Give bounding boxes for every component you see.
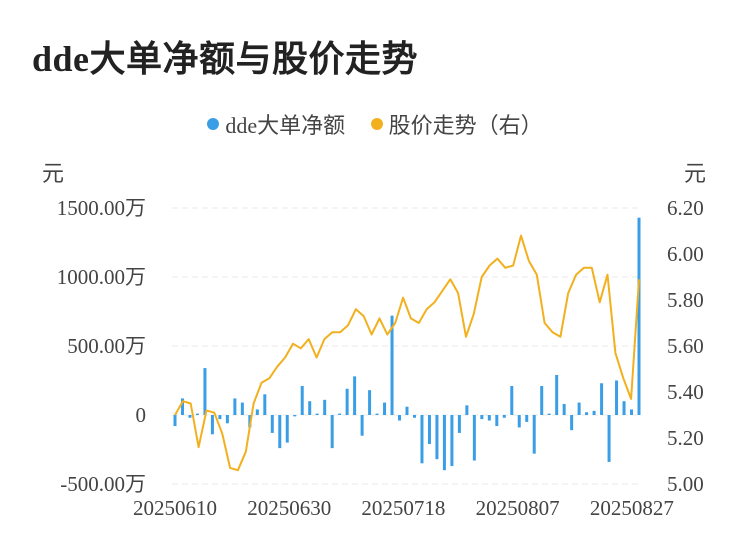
dde-bar (240, 402, 244, 415)
dde-bar (510, 386, 514, 415)
dde-bar (203, 368, 207, 415)
dde-bar (607, 415, 611, 462)
dde-bar (517, 415, 521, 428)
dde-bar (338, 413, 342, 415)
dde-bar (218, 415, 222, 420)
dde-bar (173, 415, 177, 427)
x-axis-tick-label: 20250807 (476, 496, 560, 520)
right-axis-unit: 元 (684, 161, 707, 186)
dde-bar (285, 415, 289, 443)
dde-bar (577, 402, 581, 415)
dde-bar (487, 415, 491, 421)
left-axis-tick-label: 0 (136, 403, 147, 427)
dde-bar (427, 415, 431, 444)
legend: dde大单净额 股价走势（右） (0, 108, 750, 140)
left-axis-tick-label: 1500.00万 (57, 196, 146, 220)
dde-bar (210, 415, 214, 435)
dde-bar (615, 380, 619, 415)
dde-bar (383, 402, 387, 415)
dde-bar (293, 415, 297, 417)
legend-label-dde: dde大单净额 (225, 113, 346, 138)
right-axis-tick-label: 5.00 (667, 472, 704, 496)
dde-bar (502, 415, 506, 418)
right-axis-tick-label: 6.00 (667, 242, 704, 266)
dde-bar (592, 410, 596, 415)
dde-bar (472, 415, 476, 461)
dde-bar (637, 217, 641, 415)
dde-bar (570, 415, 574, 431)
dde-bar (225, 415, 229, 424)
price-line (174, 234, 640, 472)
dde-bar (233, 398, 237, 415)
dde-bar (457, 415, 461, 433)
dde-bar (270, 415, 274, 433)
dde-bar (195, 413, 199, 415)
dde-bar (630, 409, 634, 415)
dde-bar (353, 376, 357, 415)
left-axis-unit: 元 (42, 161, 65, 186)
left-axis-tick-label: 500.00万 (67, 334, 146, 358)
legend-item-price[interactable]: 股价走势（右） (370, 108, 543, 140)
dde-bar (450, 415, 454, 467)
legend-item-dde[interactable]: dde大单净额 (207, 108, 345, 140)
legend-marker-price (370, 118, 383, 130)
dde-bar (465, 405, 469, 415)
left-axis-tick-label: -500.00万 (60, 472, 146, 496)
dde-bar (405, 406, 409, 415)
dde-bar (345, 388, 349, 415)
dde-bar (585, 412, 589, 415)
x-axis-tick-label: 20250630 (247, 496, 331, 520)
legend-label-price: 股价走势（右） (388, 113, 543, 138)
dde-bar (360, 415, 364, 436)
dde-bar (420, 415, 424, 464)
right-axis-tick-label: 6.20 (667, 196, 704, 220)
dde-bar (278, 415, 282, 449)
dde-bar (180, 398, 184, 415)
right-axis-tick-label: 5.40 (667, 380, 704, 404)
dde-bar (525, 415, 529, 422)
dde-bar (555, 374, 559, 415)
dde-bar (495, 415, 499, 427)
dde-bar (255, 409, 259, 415)
legend-marker-dde (207, 118, 220, 130)
dde-bar (600, 383, 604, 415)
dde-bar (532, 415, 536, 454)
dde-bar (368, 390, 372, 415)
chart-title: dde大单净额与股价走势 (32, 39, 419, 79)
dde-bar (375, 413, 379, 415)
dde-bar (540, 386, 544, 415)
x-axis-tick-label: 20250827 (590, 496, 674, 520)
right-axis-tick-label: 5.20 (667, 426, 704, 450)
left-axis-tick-label: 1000.00万 (57, 265, 146, 289)
dde-bar (435, 415, 439, 460)
dde-bar (398, 415, 402, 421)
dde-bar (188, 415, 192, 418)
dde-bar (442, 415, 446, 471)
dde-bar (263, 394, 267, 415)
right-axis-tick-label: 5.80 (667, 288, 704, 312)
x-axis-tick-label: 20250610 (133, 496, 217, 520)
dde-bar (323, 399, 327, 415)
dde-bar (300, 386, 304, 415)
right-axis-tick-label: 5.60 (667, 334, 704, 358)
dde-bar (622, 401, 626, 415)
dde-bar (412, 415, 416, 418)
dde-bar (480, 415, 484, 420)
dde-bar (562, 403, 566, 415)
dde-bar (547, 413, 551, 415)
dde-bar (315, 413, 319, 415)
dde-bar (390, 315, 394, 415)
x-axis-tick-label: 20250718 (361, 496, 445, 520)
dde-bar (308, 401, 312, 415)
dde-bar (330, 415, 334, 449)
